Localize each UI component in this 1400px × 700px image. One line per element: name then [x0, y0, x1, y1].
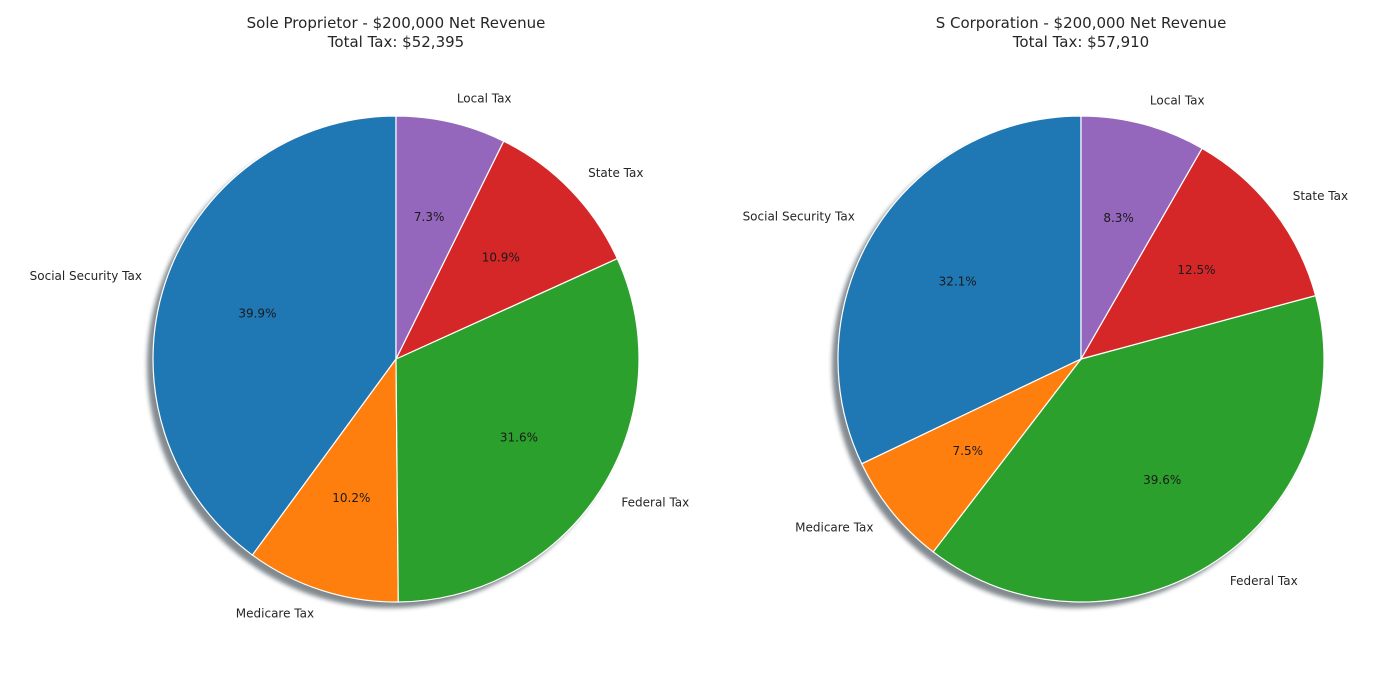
pct-label-local-tax: 8.3% — [1103, 211, 1134, 225]
pie-slices — [837, 115, 1325, 603]
pct-label-federal-tax: 31.6% — [500, 430, 538, 444]
slice-label-local-tax: Local Tax — [1150, 94, 1205, 108]
pie-slice-state-tax — [1079, 147, 1317, 360]
slice-label-federal-tax: Federal Tax — [1230, 574, 1298, 588]
pie-slice-social-security-tax — [152, 115, 397, 556]
slice-label-local-tax: Local Tax — [457, 92, 512, 106]
chart-subtitle: Total Tax: $57,910 — [1012, 33, 1149, 51]
pct-label-social-security-tax: 39.9% — [238, 307, 276, 321]
pie-slice-federal-tax — [395, 257, 640, 603]
pie-chart-s-corporation: S Corporation - $200,000 Net Revenue Tot… — [743, 14, 1349, 609]
slice-label-medicare-tax: Medicare Tax — [236, 606, 314, 620]
pct-label-state-tax: 10.9% — [482, 251, 520, 265]
chart-title: Sole Proprietor - $200,000 Net Revenue — [247, 14, 546, 32]
pie-slices — [152, 115, 640, 603]
pie-slice-local-tax — [1080, 115, 1203, 362]
slice-label-federal-tax: Federal Tax — [621, 496, 689, 510]
pie-labels: 39.9% Social Security Tax 10.2% Medicare Ta… — [30, 92, 690, 621]
slice-label-state-tax: State Tax — [588, 166, 643, 180]
pie-slice-social-security-tax — [837, 115, 1082, 465]
pie-slice-federal-tax — [932, 294, 1325, 603]
pct-label-federal-tax: 39.6% — [1143, 473, 1181, 487]
chart-subtitle: Total Tax: $52,395 — [327, 33, 464, 51]
pct-label-state-tax: 12.5% — [1177, 263, 1215, 277]
pct-label-medicare-tax: 7.5% — [953, 444, 984, 458]
slice-label-social-security-tax: Social Security Tax — [743, 209, 855, 223]
slice-label-social-security-tax: Social Security Tax — [30, 269, 142, 283]
chart-title: S Corporation - $200,000 Net Revenue — [936, 14, 1227, 32]
pie-chart-sole-proprietor: Sole Proprietor - $200,000 Net Revenue T… — [30, 14, 690, 620]
pie-slice-medicare-tax — [860, 358, 1082, 553]
pct-label-social-security-tax: 32.1% — [939, 274, 977, 288]
pie-slice-medicare-tax — [251, 357, 399, 603]
pie-labels: 32.1% Social Security Tax 7.5% Medicare Tax… — [743, 94, 1349, 588]
slice-label-medicare-tax: Medicare Tax — [795, 520, 873, 534]
pie-slice-local-tax — [395, 115, 505, 360]
pct-label-local-tax: 7.3% — [414, 210, 445, 224]
pie-plot: 39.9% Social Security Tax 10.2% Medicare Ta… — [30, 92, 690, 621]
pct-label-medicare-tax: 10.2% — [332, 491, 370, 505]
slice-label-state-tax: State Tax — [1293, 189, 1348, 203]
pie-plot: 32.1% Social Security Tax 7.5% Medicare Tax… — [743, 94, 1349, 609]
pie-slice-state-tax — [394, 140, 619, 361]
